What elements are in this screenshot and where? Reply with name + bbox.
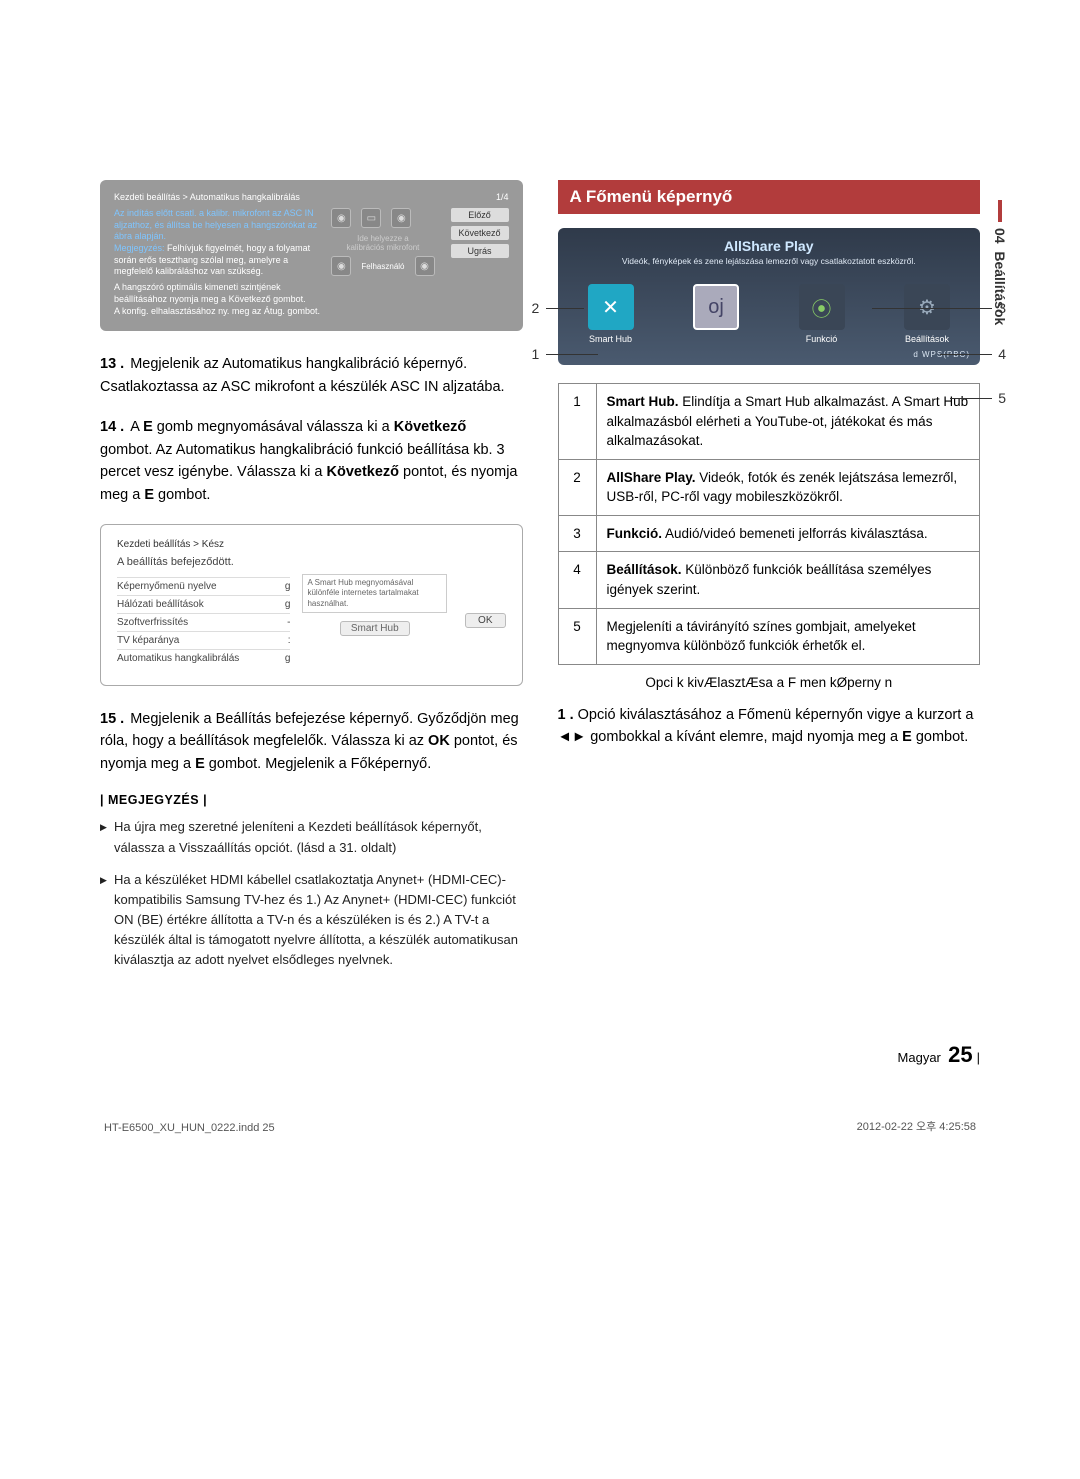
ui1-speaker-icons: ◉ ▭ ◉ — [331, 208, 434, 228]
tile-allshare[interactable]: oj — [681, 284, 751, 344]
callout-5: 5 — [998, 390, 1006, 406]
page-number: Magyar 25| — [100, 1042, 980, 1068]
description-table: 1Smart Hub. Elindítja a Smart Hub alkalm… — [558, 383, 981, 665]
tile-settings[interactable]: ⚙Beállítások — [892, 284, 962, 344]
step-14: 14 .A E gomb megnyomásával válassza ki a… — [100, 416, 523, 506]
ui1-btn-next[interactable]: Következő — [451, 226, 509, 240]
ui-done-box: Kezdeti beállítás > Kész A beállítás bef… — [100, 524, 523, 686]
ui1-btn-skip[interactable]: Ugrás — [451, 244, 509, 258]
callout-1: 1 — [532, 346, 540, 362]
home-screen-ui: AllShare Play Videók, fényképek és zene … — [558, 228, 981, 365]
ui1-text1: Az indítás előtt csatl. a kalibr. mikrof… — [114, 208, 321, 243]
right-step-1: 1 . Opció kiválasztásához a Főmenü képer… — [558, 704, 981, 749]
ui1-counter: 1/4 — [496, 192, 509, 202]
callout-2: 2 — [532, 300, 540, 316]
page-footer: HT-E6500_XU_HUN_0222.indd 25 2012-02-22 … — [100, 1118, 980, 1134]
callout-4: 4 — [998, 346, 1006, 362]
tile-function[interactable]: ⦿Funkció — [787, 284, 857, 344]
section-header: A Főmenü képernyő — [558, 180, 981, 214]
callout-3: 3 — [998, 300, 1006, 316]
sub-caption: Opci k kivÆlasztÆsa a F men kØperny n — [558, 675, 981, 690]
tile-smart-hub[interactable]: ✕Smart Hub — [576, 284, 646, 344]
step-15: 15 .Megjelenik a Beállítás befejezése ké… — [100, 708, 523, 775]
ui1-title: Kezdeti beállítás > Automatikus hangkali… — [114, 192, 300, 202]
ui1-btn-prev[interactable]: Előző — [451, 208, 509, 222]
step-13: 13 .Megjelenik az Automatikus hangkalibr… — [100, 353, 523, 398]
note-header: | MEGJEGYZÉS | — [100, 793, 523, 807]
ui2-ok-button[interactable]: OK — [465, 613, 505, 628]
ui-calibration-box: Kezdeti beállítás > Automatikus hangkali… — [100, 180, 523, 331]
ui2-smart-hub-button[interactable]: Smart Hub — [340, 621, 410, 636]
note-2: Ha a készüléket HDMI kábellel csatlakozt… — [100, 870, 523, 971]
note-1: Ha újra meg szeretné jeleníteni a Kezdet… — [100, 817, 523, 857]
